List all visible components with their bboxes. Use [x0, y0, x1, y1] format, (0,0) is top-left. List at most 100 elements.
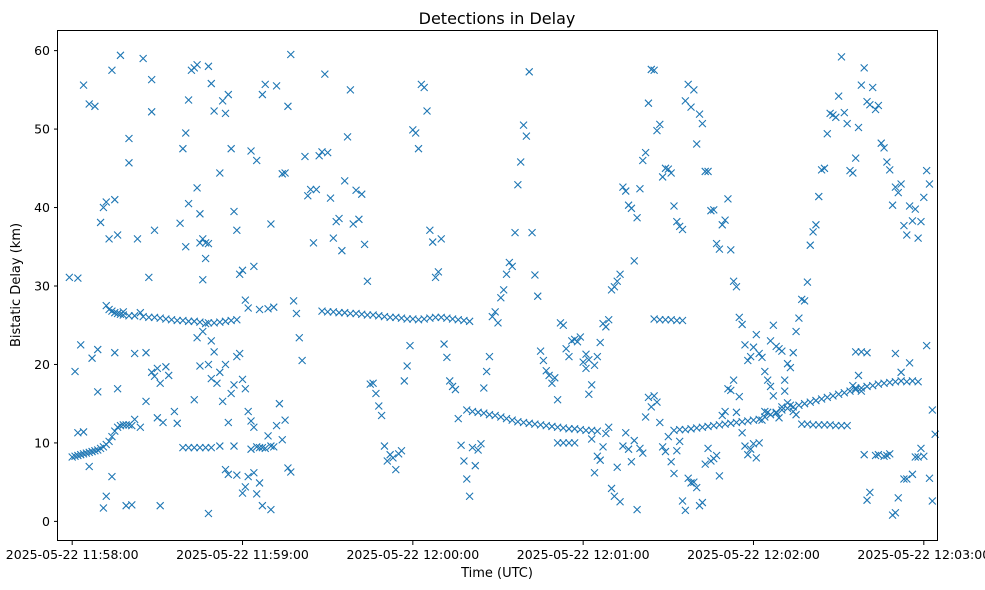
- y-tick-label: 40: [34, 200, 50, 215]
- data-point: [130, 311, 139, 320]
- data-point: [139, 54, 148, 63]
- data-point: [670, 202, 678, 210]
- data-point: [363, 311, 372, 319]
- data-point: [687, 103, 695, 111]
- data-points: [65, 50, 940, 519]
- data-point: [664, 432, 673, 441]
- data-point: [150, 226, 159, 235]
- data-point: [190, 395, 199, 404]
- data-point: [323, 308, 332, 316]
- data-point: [590, 468, 599, 477]
- data-point: [377, 411, 386, 420]
- data-point: [108, 432, 116, 441]
- data-point: [533, 292, 542, 301]
- data-point: [400, 377, 409, 385]
- data-point: [144, 273, 153, 282]
- data-point: [184, 96, 193, 104]
- data-point: [897, 368, 905, 377]
- data-point: [792, 410, 800, 419]
- data-point: [108, 66, 116, 75]
- data-point: [380, 442, 389, 450]
- data-point: [153, 364, 162, 373]
- data-point: [244, 304, 253, 312]
- data-point: [613, 463, 622, 472]
- y-axis-label: Bistatic Delay (km): [9, 223, 24, 347]
- data-point: [125, 158, 133, 167]
- data-point: [542, 366, 551, 375]
- data-point: [795, 401, 803, 410]
- data-point: [817, 395, 826, 403]
- data-point: [460, 457, 468, 465]
- data-point: [792, 327, 800, 336]
- data-point: [403, 315, 412, 323]
- data-point: [499, 286, 508, 294]
- data-point: [911, 453, 920, 461]
- data-point: [352, 186, 360, 195]
- data-point: [99, 504, 108, 512]
- data-point: [85, 448, 94, 457]
- data-point: [783, 359, 792, 368]
- data-point: [701, 167, 710, 176]
- data-point: [264, 304, 272, 313]
- data-point: [891, 183, 900, 192]
- data-point: [851, 385, 860, 394]
- data-point: [423, 107, 431, 115]
- data-point: [471, 461, 480, 470]
- data-point: [573, 337, 582, 346]
- data-point: [752, 453, 761, 462]
- data-point: [173, 419, 182, 428]
- data-point: [93, 345, 102, 354]
- data-point: [809, 227, 817, 236]
- data-point: [130, 415, 139, 424]
- data-point: [902, 231, 911, 239]
- data-point: [698, 498, 707, 507]
- data-point: [201, 443, 210, 452]
- data-point: [851, 348, 860, 356]
- data-point: [900, 221, 908, 230]
- data-point: [644, 99, 653, 108]
- data-point: [681, 506, 690, 515]
- data-point: [675, 425, 684, 434]
- data-point: [258, 90, 267, 99]
- data-point: [329, 234, 338, 243]
- data-point: [102, 492, 111, 501]
- data-point: [457, 441, 465, 450]
- data-point: [718, 220, 727, 229]
- data-point: [281, 416, 289, 425]
- data-point: [902, 475, 911, 483]
- data-point: [249, 262, 258, 271]
- data-point: [917, 444, 925, 453]
- data-point: [513, 180, 522, 189]
- data-point: [201, 254, 210, 263]
- data-point: [227, 389, 236, 398]
- data-point: [681, 96, 690, 105]
- data-point: [630, 436, 639, 445]
- data-point: [360, 240, 369, 249]
- data-point: [658, 442, 667, 451]
- data-point: [888, 201, 897, 210]
- data-point: [732, 282, 741, 291]
- data-point: [806, 241, 815, 250]
- data-point: [91, 102, 99, 111]
- data-point: [908, 216, 917, 225]
- data-point: [661, 447, 670, 456]
- data-point: [860, 63, 869, 72]
- data-point: [789, 348, 798, 357]
- data-point: [709, 206, 718, 214]
- data-point: [636, 444, 644, 453]
- data-point: [346, 85, 355, 94]
- data-point: [411, 129, 420, 137]
- data-point: [196, 238, 204, 247]
- data-point: [431, 273, 440, 282]
- data-point: [76, 450, 85, 459]
- data-point: [502, 414, 511, 423]
- data-point: [559, 439, 568, 447]
- data-point: [672, 446, 681, 455]
- data-point: [465, 492, 474, 501]
- data-point: [897, 180, 905, 188]
- data-point: [204, 318, 213, 327]
- data-point: [928, 406, 937, 414]
- data-point: [113, 309, 122, 318]
- data-point: [99, 203, 108, 212]
- data-point: [743, 356, 752, 365]
